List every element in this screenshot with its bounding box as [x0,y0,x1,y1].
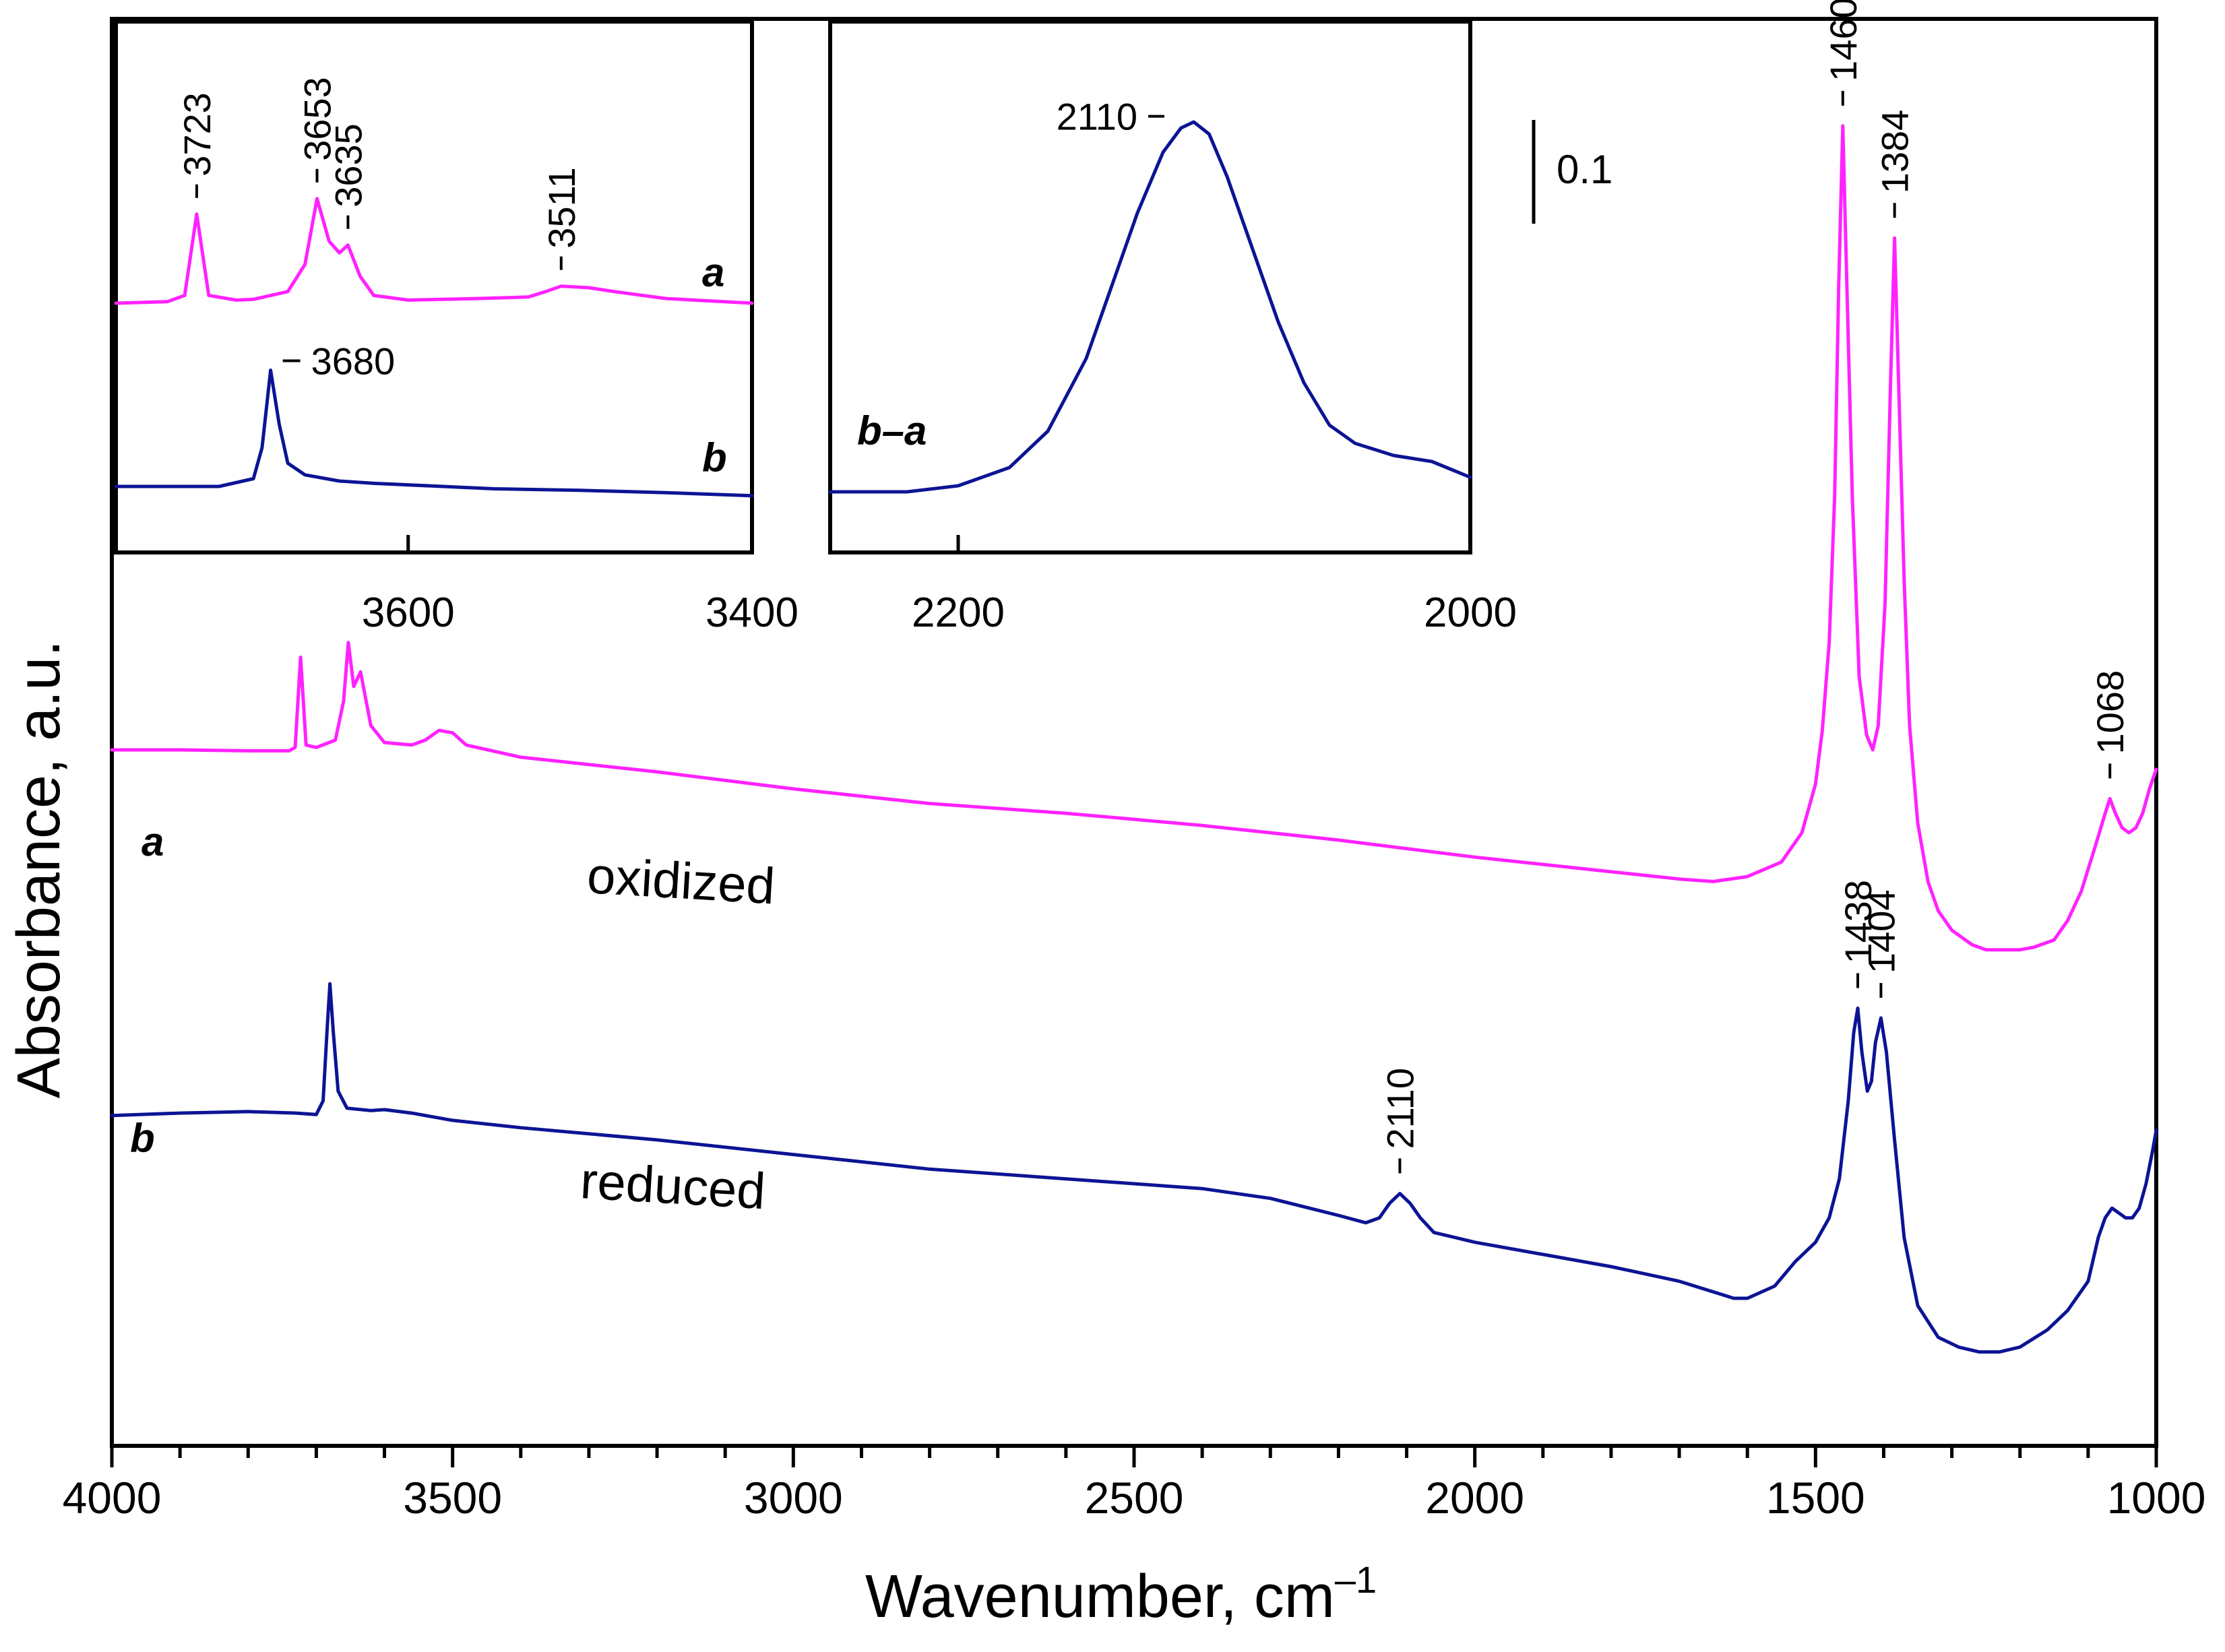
main-curve-label-b: b [130,1116,155,1161]
inset-oh-peak-label: 3680 [311,340,396,383]
inset-oh-peak-label: 3723 [176,92,218,177]
series-line-reduced [110,982,2158,1354]
inset-co-tick-label: 2000 [1424,590,1517,636]
main-peak-label: 2110 [1379,1068,1421,1149]
inset-co-frame[interactable] [828,20,1472,554]
inset-oh-series-a [114,197,754,305]
inset-oh-series-b [114,369,754,498]
inset-co-tick-label: 2200 [912,590,1005,636]
inset-oh-frame[interactable] [114,20,754,554]
inset-oh-curve-label-b: b [702,435,727,480]
inset-oh-tick-label: 3400 [706,590,798,636]
series-name-reduced: reduced [579,1152,767,1220]
inset-co-series-group [828,120,1472,494]
main-x-tick-label: 2500 [1085,1473,1184,1523]
inset-co-x-ticks: 2200 2000 [912,535,1517,636]
x-axis-title: Wavenumber, cm–1 [865,1558,1377,1630]
main-x-tick-label: 2000 [1425,1473,1524,1523]
inset-oh-curve-label-a: a [702,250,724,295]
inset-co-series-difference [828,120,1472,494]
inset-oh-peak-label: 3511 [540,167,583,248]
inset-oh-series-group [114,197,754,498]
main-x-tick-label: 3500 [403,1473,502,1523]
main-x-tick-label: 3000 [744,1473,843,1523]
main-x-ticks: 4000 3500 3000 2500 2000 1500 1000 [63,1446,2206,1523]
main-x-tick-label: 1500 [1766,1473,1865,1523]
main-curve-label-a: a [142,819,164,864]
main-peak-label: 1404 [1860,889,1902,974]
series-line-oxidized [110,124,2158,952]
main-peak-label: 1068 [2089,670,2131,755]
y-axis-title: Absorbance, a.u. [5,640,73,1098]
main-x-tick-label: 1000 [2107,1473,2206,1523]
main-peak-label: 1460 [1822,0,1864,82]
inset-oh-tick-label: 3600 [362,590,455,636]
main-x-tick-label: 4000 [63,1473,162,1523]
inset-oh-x-ticks: 3600 3400 [362,535,798,636]
inset-co-peak-label: 2110 [1057,96,1137,138]
inset-oh-peak-label: 3653 [296,77,339,161]
series-name-oxidized: oxidized [586,847,776,915]
main-peak-label: 1438 [1837,880,1879,964]
scale-bar-label: 0.1 [1557,147,1612,192]
inset-co-curve-label-b-minus-a: b–a [857,408,927,453]
main-peak-label: 1384 [1874,110,1916,194]
inset-oh-peak-label: 3635 [327,123,369,208]
inset-co-annotations: 2110 [1057,96,1164,138]
main-series-group [110,124,2158,1354]
